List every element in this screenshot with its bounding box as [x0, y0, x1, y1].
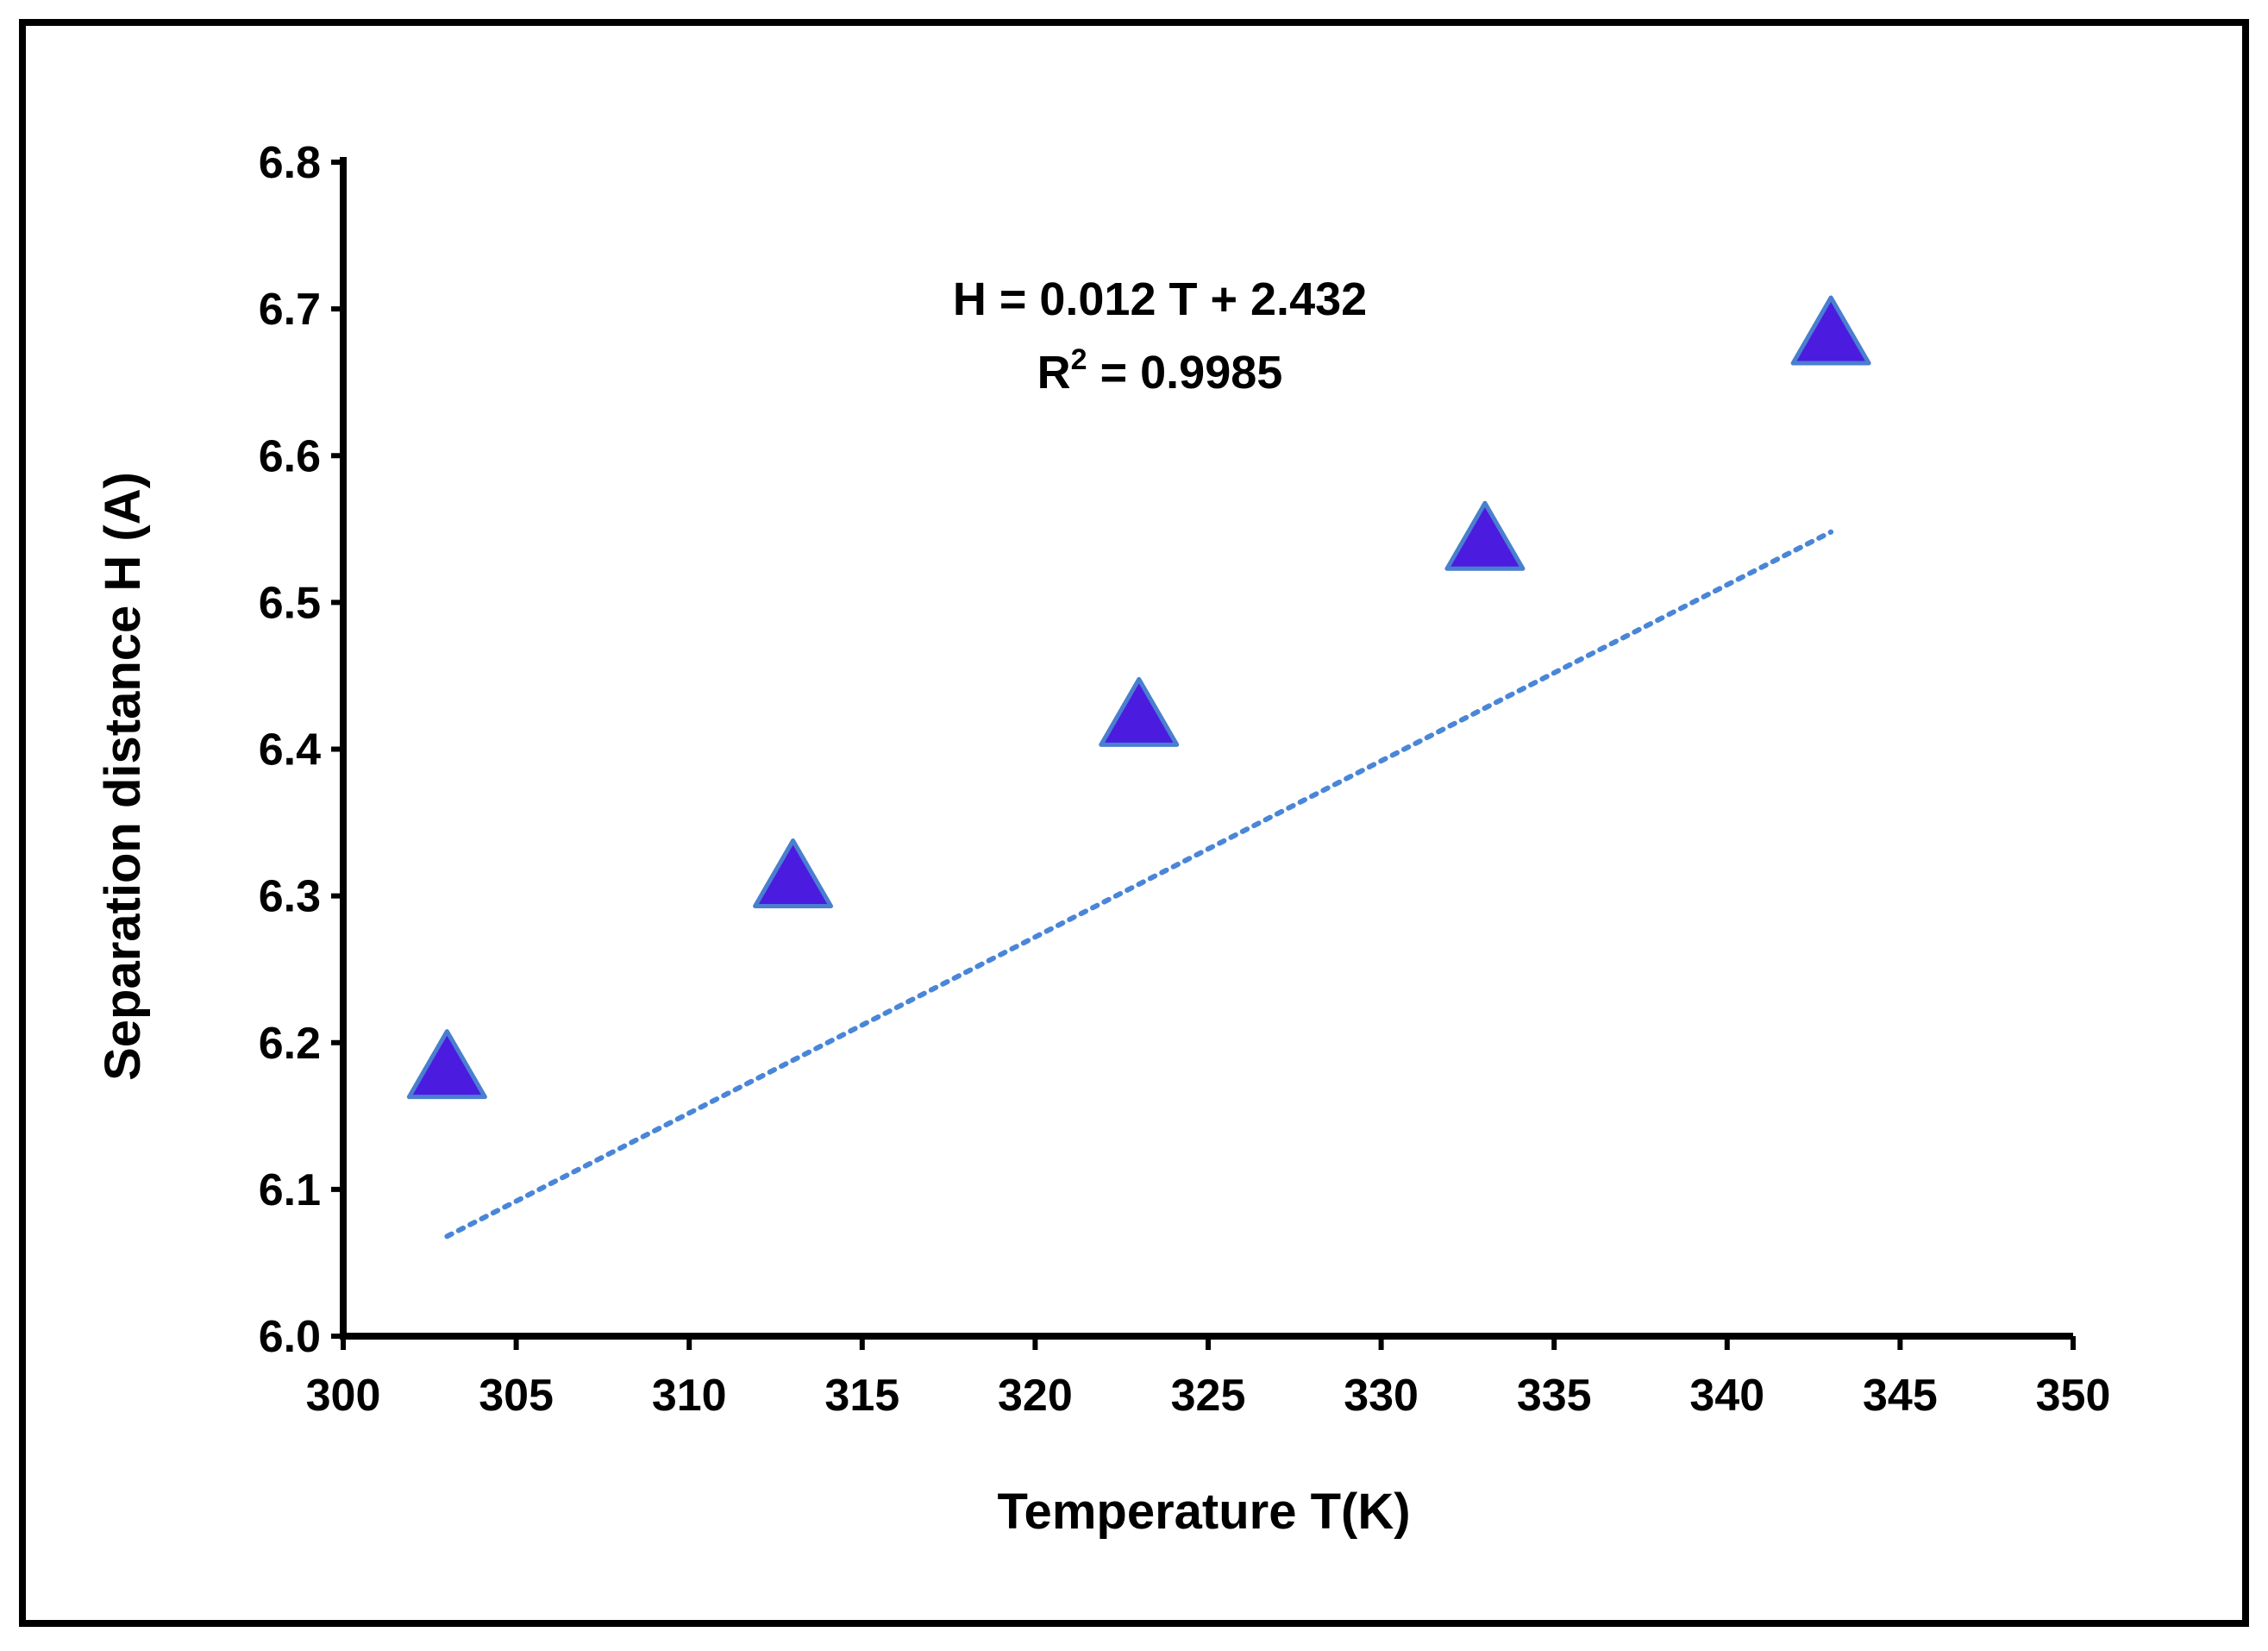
data-point-triangle	[753, 838, 834, 908]
y-tick-label: 6.3	[259, 872, 321, 922]
equation-label: H = 0.012 T + 2.432	[953, 273, 1367, 325]
chart-frame	[19, 19, 2249, 1627]
x-tick-label: 310	[652, 1371, 727, 1421]
data-point-triangle	[1790, 295, 1871, 366]
r-squared-prefix: R	[1037, 347, 1071, 399]
y-tick-label: 6.8	[259, 138, 321, 188]
y-tick-label: 6.5	[259, 578, 321, 628]
x-tick-label: 350	[2036, 1371, 2111, 1421]
y-tick-label: 6.2	[259, 1019, 321, 1069]
x-ticks: 300 305 310 315 320 325 330 335 340 345 350	[306, 1336, 2111, 1421]
y-tick-label: 6.7	[259, 285, 321, 335]
x-tick-label: 335	[1517, 1371, 1592, 1421]
y-ticks: 6.0 6.1 6.2 6.3 6.4 6.5 6.6 6.7 6.8	[259, 138, 343, 1362]
data-point-triangle	[406, 1029, 487, 1100]
y-tick-label: 6.1	[259, 1165, 321, 1215]
y-tick-label: 6.6	[259, 431, 321, 481]
x-tick-label: 315	[824, 1371, 899, 1421]
x-tick-label: 325	[1171, 1371, 1246, 1421]
x-tick-label: 345	[1863, 1371, 1938, 1421]
y-tick-label: 6.0	[259, 1312, 321, 1362]
x-tick-label: 340	[1689, 1371, 1764, 1421]
trendline-group	[444, 529, 1834, 1240]
x-axis-label: Temperature T(K)	[997, 1484, 1410, 1540]
r-squared-value: = 0.9985	[1087, 347, 1283, 399]
r-squared-label: R2 = 0.9985	[1037, 343, 1283, 399]
x-tick-label: 305	[479, 1371, 554, 1421]
x-tick-label: 300	[306, 1371, 381, 1421]
x-tick-label: 330	[1344, 1371, 1419, 1421]
data-points	[406, 295, 1871, 1100]
y-axis-label: Separation distance H (A)	[95, 472, 151, 1081]
r-squared-superscript: 2	[1071, 343, 1087, 376]
data-point-triangle	[1099, 676, 1180, 747]
data-point-triangle	[1444, 500, 1526, 571]
x-tick-label: 320	[998, 1371, 1073, 1421]
y-tick-label: 6.4	[259, 725, 321, 775]
trendline	[444, 529, 1834, 1240]
